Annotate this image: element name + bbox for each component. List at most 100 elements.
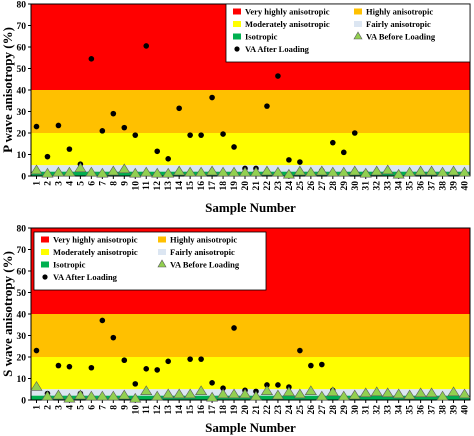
before-loading-point bbox=[249, 390, 263, 401]
after-loading-point bbox=[121, 124, 128, 131]
before-loading-point bbox=[436, 390, 449, 401]
x-tick-label: 16 bbox=[197, 181, 207, 191]
x-tick-label: 29 bbox=[340, 181, 350, 191]
legend-marker bbox=[353, 31, 363, 40]
legend-label: Moderately anisotropic bbox=[245, 19, 330, 29]
after-loading-point bbox=[55, 362, 62, 369]
after-loading-point bbox=[66, 363, 73, 370]
before-loading-point bbox=[206, 165, 219, 176]
after-loading-point bbox=[187, 132, 193, 138]
before-loading-point bbox=[238, 166, 252, 177]
x-tick-label: 7 bbox=[98, 181, 108, 186]
after-loading-point bbox=[132, 132, 139, 138]
x-tick-label: 28 bbox=[329, 181, 339, 191]
x-tick-label: 12 bbox=[153, 181, 163, 191]
x-tick-label: 19 bbox=[230, 405, 240, 415]
before-loading-point bbox=[85, 166, 98, 177]
x-tick-label: 26 bbox=[307, 181, 317, 191]
before-loading-point bbox=[392, 168, 405, 179]
before-loading-point bbox=[129, 392, 142, 403]
legend-swatch bbox=[354, 21, 362, 27]
before-loading-point bbox=[227, 166, 241, 177]
band-highly-anisotropic bbox=[31, 90, 470, 133]
before-loading-point bbox=[414, 165, 427, 176]
x-tick-label: 30 bbox=[351, 181, 361, 191]
before-loading-point bbox=[173, 165, 186, 176]
after-loading-point bbox=[275, 382, 281, 388]
y-tick-label: 20 bbox=[17, 130, 27, 140]
y-tick-label: 40 bbox=[17, 311, 27, 321]
before-loading-point bbox=[238, 388, 252, 399]
before-loading-point bbox=[85, 390, 98, 401]
x-tick-label: 35 bbox=[406, 405, 416, 415]
before-loading-point bbox=[293, 165, 306, 176]
before-loading-point bbox=[260, 165, 274, 176]
before-loading-point bbox=[458, 166, 471, 177]
x-tick-label: 34 bbox=[395, 405, 405, 415]
y-tick-label: 80 bbox=[17, 1, 27, 11]
after-loading-point bbox=[231, 325, 237, 331]
before-loading-point bbox=[403, 166, 416, 177]
band-moderately-anisotropic bbox=[31, 133, 470, 166]
after-loading-point bbox=[88, 56, 95, 62]
x-tick-label: 16 bbox=[197, 405, 207, 415]
legend-label: Fairly anisotropic bbox=[170, 247, 235, 257]
before-loading-point bbox=[107, 390, 120, 401]
x-tick-label: 32 bbox=[373, 181, 383, 191]
x-tick-label: 2 bbox=[43, 181, 53, 186]
after-loading-point bbox=[264, 382, 270, 388]
x-tick-label: 38 bbox=[439, 181, 449, 191]
after-loading-point bbox=[154, 367, 161, 373]
x-tick-label: 9 bbox=[120, 405, 130, 410]
after-loading-point bbox=[55, 122, 62, 129]
before-loading-point bbox=[348, 165, 361, 176]
before-loading-point bbox=[392, 388, 405, 399]
band-isotropic bbox=[31, 171, 470, 176]
after-loading-point bbox=[154, 148, 161, 155]
after-loading-point bbox=[165, 156, 171, 162]
x-tick-label: 28 bbox=[329, 405, 339, 415]
x-tick-label: 34 bbox=[395, 181, 405, 191]
after-loading-point bbox=[66, 146, 73, 152]
after-loading-point bbox=[143, 43, 150, 49]
legend-label: VA Before Loading bbox=[366, 32, 436, 42]
legend-swatch bbox=[233, 21, 241, 27]
after-loading-point bbox=[308, 362, 314, 369]
after-loading-point bbox=[99, 317, 106, 324]
before-loading-point bbox=[96, 167, 109, 178]
before-loading-point bbox=[107, 165, 120, 176]
x-tick-label: 38 bbox=[439, 405, 449, 415]
x-tick-label: 10 bbox=[131, 181, 141, 191]
x-tick-label: 21 bbox=[252, 405, 262, 415]
after-loading-point bbox=[143, 366, 150, 372]
legend-label: Moderately anisotropic bbox=[53, 247, 138, 257]
before-loading-point bbox=[184, 166, 197, 177]
before-loading-point bbox=[271, 389, 284, 400]
before-loading-point bbox=[52, 389, 65, 400]
x-tick-label: 1 bbox=[32, 181, 42, 186]
y-tick-label: 50 bbox=[17, 65, 27, 75]
x-tick-label: 25 bbox=[296, 405, 306, 415]
y-tick-label: 50 bbox=[17, 289, 27, 299]
before-loading-point bbox=[381, 164, 394, 175]
after-loading-point bbox=[110, 334, 117, 341]
x-tick-label: 23 bbox=[274, 405, 284, 415]
y-tick-label: 60 bbox=[17, 268, 27, 278]
x-axis-label: Sample Number bbox=[205, 420, 296, 435]
before-loading-point bbox=[425, 165, 438, 176]
x-tick-label: 18 bbox=[219, 181, 229, 191]
before-loading-point bbox=[447, 386, 460, 397]
before-loading-point bbox=[370, 386, 383, 397]
x-tick-label: 23 bbox=[274, 181, 284, 191]
legend-label: Highly anisotropic bbox=[366, 7, 433, 17]
x-tick-label: 36 bbox=[417, 405, 427, 415]
after-loading-point bbox=[99, 128, 106, 134]
after-loading-point bbox=[44, 153, 51, 160]
x-tick-label: 4 bbox=[65, 405, 75, 410]
legend-label: Fairly anisotropic bbox=[366, 19, 431, 29]
x-tick-label: 33 bbox=[384, 405, 394, 415]
y-tick-label: 0 bbox=[21, 397, 26, 407]
before-loading-point bbox=[326, 166, 339, 177]
legend-swatch bbox=[233, 8, 241, 15]
band-fairly-anisotropic bbox=[31, 389, 470, 396]
